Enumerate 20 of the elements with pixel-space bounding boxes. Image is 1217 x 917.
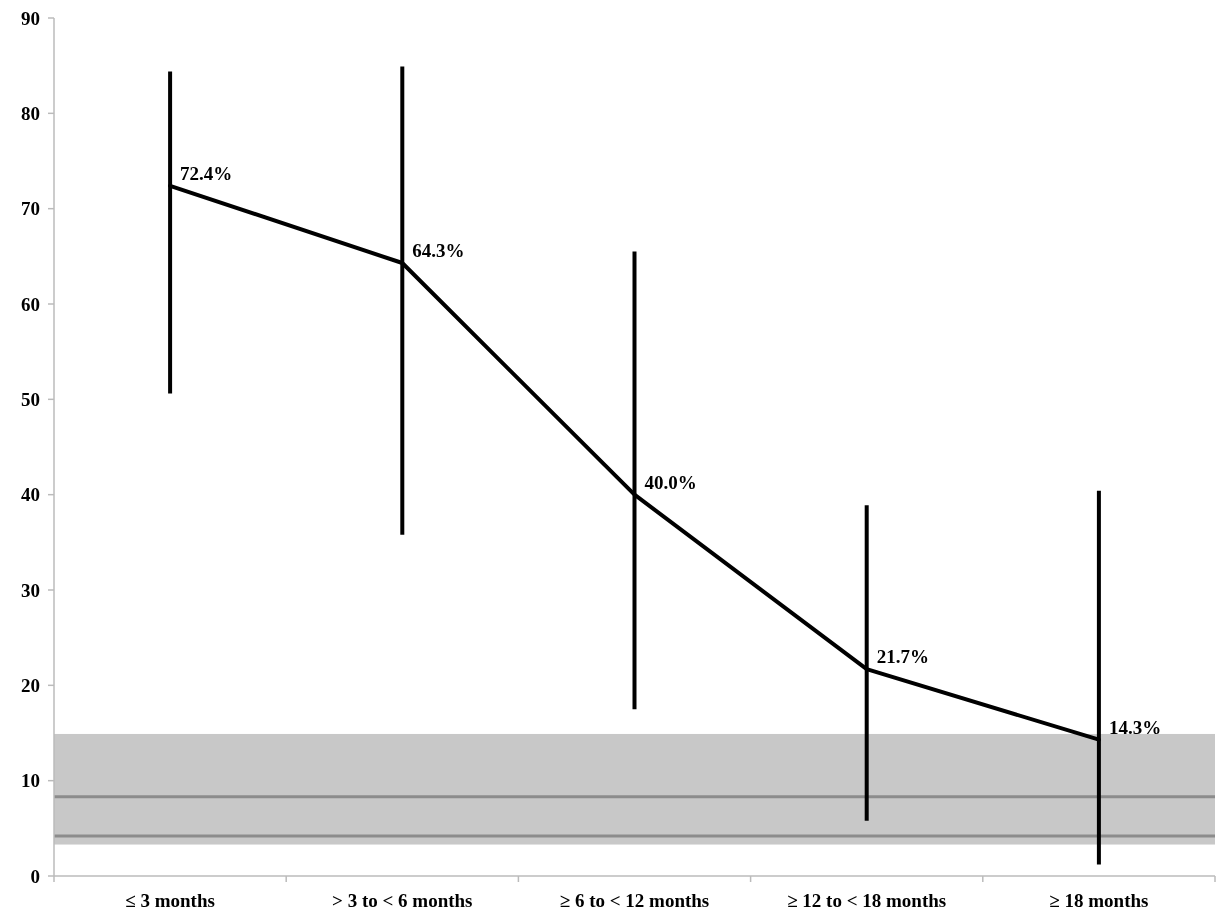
x-tick-label: ≤ 3 months <box>125 890 215 911</box>
data-label: 14.3% <box>1108 716 1162 738</box>
x-tick-label: ≥ 6 to < 12 months <box>559 890 710 911</box>
y-tick-label: 30 <box>21 579 40 601</box>
x-tick-label: > 3 to < 6 months <box>332 890 473 911</box>
x-tick-label: ≥ 12 to < 18 months <box>787 890 947 911</box>
y-tick-label: 40 <box>21 484 40 506</box>
data-label: 72.4% <box>180 162 233 184</box>
y-tick-label: 60 <box>21 293 40 315</box>
y-tick-label: 50 <box>21 388 40 410</box>
y-tick-label: 10 <box>21 770 40 792</box>
y-tick-label: 90 <box>21 7 40 29</box>
x-tick-label: ≥ 18 months <box>1049 890 1149 911</box>
y-tick-label: 80 <box>21 102 40 124</box>
y-tick-label: 20 <box>21 674 40 696</box>
y-tick-label: 0 <box>30 865 40 887</box>
data-label: 40.0% <box>644 471 697 493</box>
data-label: 64.3% <box>412 240 465 262</box>
data-label: 21.7% <box>876 646 929 668</box>
y-tick-label: 70 <box>21 198 40 220</box>
